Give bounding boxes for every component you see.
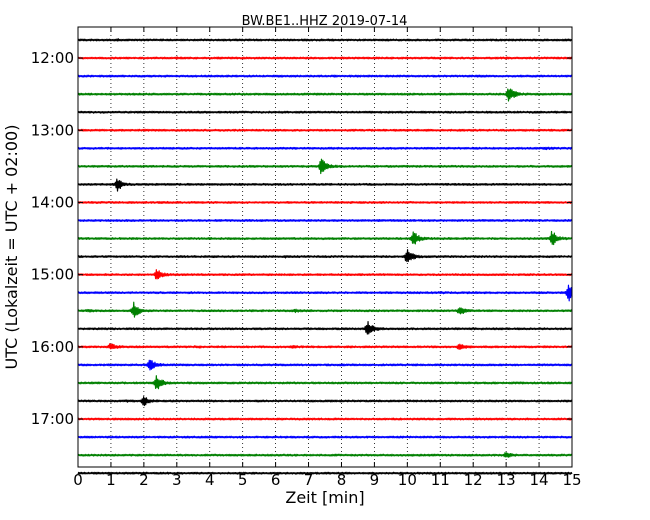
x-axis-label: Zeit [min]: [285, 488, 364, 507]
trace-1145: [77, 38, 573, 42]
trace-1415: [77, 218, 573, 222]
y-tick-label: 15:00: [31, 266, 74, 284]
trace-1330: [77, 158, 573, 175]
y-axis-label: UTC (Lokalzeit = UTC + 02:00): [2, 125, 21, 370]
y-tick-label: 17:00: [31, 410, 74, 428]
x-tick-label: 3: [172, 471, 182, 489]
trace-1645: [77, 396, 573, 407]
y-tick-label: 14:00: [31, 193, 74, 211]
x-tick-label: 14: [530, 471, 549, 489]
plot-frame: [77, 26, 573, 468]
x-tick-label: 2: [139, 471, 149, 489]
trace-1530: [77, 301, 573, 318]
trace-1200: [77, 56, 573, 60]
x-tick-label: 5: [238, 471, 248, 489]
trace-1730: [77, 452, 573, 458]
trace-1430: [77, 230, 573, 246]
y-tick-label: 12:00: [31, 49, 74, 67]
y-tick-label: 13:00: [31, 121, 74, 139]
x-tick-label: 1: [106, 471, 116, 489]
trace-1615: [77, 359, 573, 371]
trace-1515: [77, 284, 573, 302]
trace-1315: [77, 146, 573, 151]
trace-1345: [77, 178, 573, 192]
trace-1700: [77, 417, 573, 421]
trace-1745: [77, 471, 573, 475]
trace-1245: [77, 110, 573, 114]
trace-1215: [77, 74, 573, 78]
x-tick-label: 15: [562, 471, 581, 489]
trace-1630: [77, 375, 573, 390]
trace-1500: [77, 269, 573, 280]
trace-1545: [77, 321, 573, 335]
axis-ticks: 0 1 2 3 4 5 6 7 8 9 10 11 12 13 14 1512:0013:0014:0015:…: [31, 27, 582, 489]
x-tick-label: 8: [337, 471, 347, 489]
x-tick-label: 10: [398, 471, 417, 489]
x-tick-label: 13: [497, 471, 516, 489]
x-tick-label: 12: [464, 471, 483, 489]
x-tick-label: 0: [73, 471, 83, 489]
x-tick-label: 9: [370, 471, 380, 489]
trace-1400: [77, 200, 573, 205]
traces: [77, 38, 573, 475]
trace-1300: [77, 128, 573, 132]
chart-title: BW.BE1..HHZ 2019-07-14: [242, 14, 408, 29]
y-tick-label: 16:00: [31, 338, 74, 356]
x-tick-label: 11: [431, 471, 450, 489]
grid: [110, 27, 540, 467]
trace-1715: [77, 435, 573, 439]
trace-1600: [77, 343, 573, 350]
trace-1230: [77, 88, 573, 102]
x-tick-label: 4: [205, 471, 215, 489]
x-tick-label: 7: [304, 471, 314, 489]
x-tick-label: 6: [271, 471, 281, 489]
trace-1445: [77, 249, 573, 263]
